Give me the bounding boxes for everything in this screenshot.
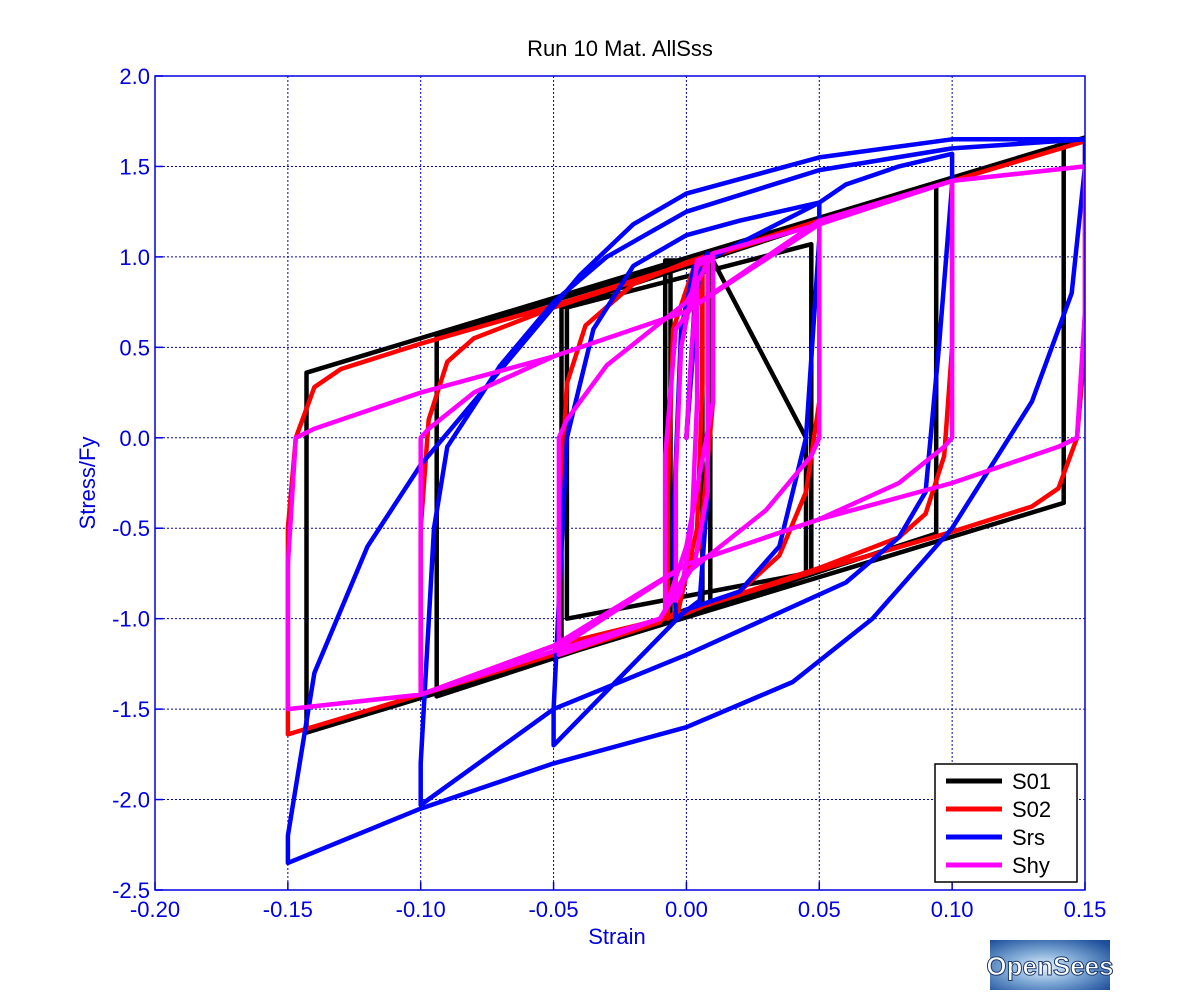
legend-label-shy: Shy <box>1012 853 1050 878</box>
y-tick-label: 2.0 <box>119 64 150 89</box>
y-tick-label: -0.5 <box>112 516 150 541</box>
x-axis-label: Strain <box>588 924 645 949</box>
legend-box <box>934 763 1078 883</box>
y-tick-label: 1.0 <box>119 245 150 270</box>
legend-label-srs: Srs <box>1012 825 1045 850</box>
y-tick-label: -2.0 <box>112 788 150 813</box>
x-tick-label: 0.05 <box>798 897 841 922</box>
legend: S01 S02 Srs Shy <box>934 763 1078 883</box>
x-tick-label: -0.15 <box>263 897 313 922</box>
legend-label-s01: S01 <box>1012 769 1051 794</box>
x-tick-label: 0.15 <box>1064 897 1107 922</box>
y-tick-label: 0.0 <box>119 426 150 451</box>
opensees-logo: OpenSees <box>986 940 1114 990</box>
x-axis-ticks: -0.20 -0.15 -0.10 -0.05 0.00 0.05 0.10 0.15 <box>130 882 1106 922</box>
series-line-shy <box>285 164 1085 712</box>
series-lines <box>285 135 1085 866</box>
y-tick-label: 1.5 <box>119 154 150 179</box>
plot-frame <box>154 75 1086 891</box>
x-tick-label: -0.10 <box>396 897 446 922</box>
legend-label-s02: S02 <box>1012 797 1051 822</box>
x-tick-label: -0.20 <box>130 897 180 922</box>
y-tick-label: 0.5 <box>119 335 150 360</box>
x-tick-label: 0.10 <box>931 897 974 922</box>
x-tick-label: 0.00 <box>665 897 708 922</box>
y-tick-label: -1.5 <box>112 697 150 722</box>
y-axis-ticks: 2.0 1.5 1.0 0.5 0.0 -0.5 -1.0 -1.5 -2.0 -2.5 <box>112 64 163 903</box>
y-tick-label: -1.0 <box>112 607 150 632</box>
y-tick-label: -2.5 <box>112 878 150 903</box>
logo-text: OpenSees <box>986 951 1113 981</box>
chart-title: Run 10 Mat. AllSss <box>527 36 713 61</box>
logo-background <box>990 940 1110 990</box>
y-axis-label: Stress/Fy <box>75 437 100 530</box>
x-tick-label: -0.05 <box>528 897 578 922</box>
grid <box>155 76 1085 890</box>
